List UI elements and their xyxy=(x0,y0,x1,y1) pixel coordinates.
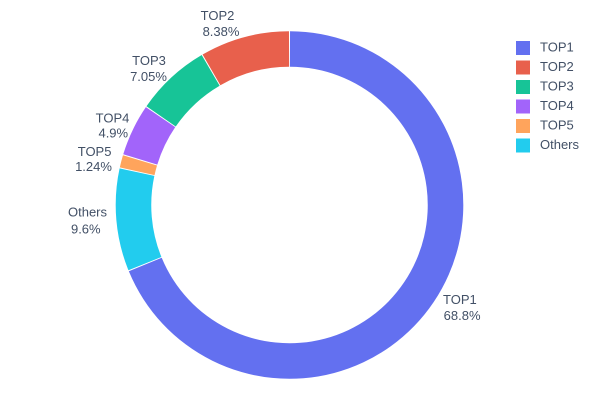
svg-text:TOP2: TOP2 xyxy=(540,59,574,74)
svg-text:TOP5: TOP5 xyxy=(78,144,112,159)
svg-text:TOP3: TOP3 xyxy=(132,53,166,68)
svg-text:TOP1: TOP1 xyxy=(540,40,574,55)
svg-text:TOP2: TOP2 xyxy=(201,8,235,23)
svg-text:9.6%: 9.6% xyxy=(71,221,101,236)
svg-text:68.8%: 68.8% xyxy=(444,308,481,323)
svg-text:7.05%: 7.05% xyxy=(130,69,167,84)
svg-text:TOP1: TOP1 xyxy=(443,292,477,307)
svg-text:4.9%: 4.9% xyxy=(98,126,128,141)
svg-text:TOP5: TOP5 xyxy=(540,118,574,133)
svg-text:Others: Others xyxy=(68,205,108,220)
svg-text:TOP4: TOP4 xyxy=(540,98,574,113)
svg-text:TOP3: TOP3 xyxy=(540,79,574,94)
svg-text:TOP4: TOP4 xyxy=(96,111,130,126)
svg-text:8.38%: 8.38% xyxy=(203,24,240,39)
svg-text:Others: Others xyxy=(540,137,580,152)
svg-text:1.24%: 1.24% xyxy=(75,159,112,174)
